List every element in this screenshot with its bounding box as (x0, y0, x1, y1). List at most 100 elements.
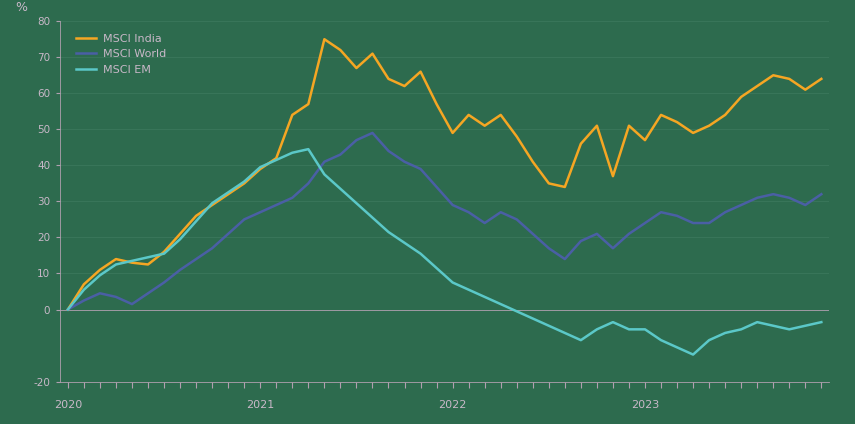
MSCI World (447, 203, 457, 208)
MSCI EM (496, 301, 506, 307)
MSCI World (608, 246, 618, 251)
Text: 2023: 2023 (631, 399, 659, 410)
MSCI India (720, 112, 730, 117)
MSCI World (111, 294, 121, 299)
MSCI EM (175, 237, 186, 242)
MSCI World (752, 195, 763, 201)
MSCI EM (672, 345, 682, 350)
MSCI India (624, 123, 634, 128)
MSCI World (575, 238, 586, 243)
MSCI India (511, 134, 522, 139)
MSCI World (304, 181, 314, 186)
Text: 2022: 2022 (439, 399, 467, 410)
MSCI EM (560, 330, 570, 335)
MSCI EM (239, 179, 250, 184)
MSCI India (95, 268, 105, 273)
MSCI India (560, 184, 570, 190)
MSCI EM (255, 165, 265, 170)
MSCI India (463, 112, 474, 117)
MSCI EM (127, 258, 137, 263)
MSCI World (368, 131, 378, 136)
MSCI EM (335, 186, 345, 191)
MSCI World (800, 203, 811, 208)
MSCI India (672, 120, 682, 125)
MSCI India (383, 76, 393, 81)
MSCI India (656, 112, 666, 117)
MSCI EM (817, 320, 827, 325)
MSCI World (544, 246, 554, 251)
MSCI EM (608, 320, 618, 325)
MSCI World (656, 210, 666, 215)
MSCI India (704, 123, 714, 128)
MSCI EM (191, 219, 201, 224)
MSCI World (383, 148, 393, 153)
MSCI India (752, 84, 763, 89)
MSCI India (335, 47, 345, 53)
MSCI World (416, 167, 426, 172)
MSCI India (111, 257, 121, 262)
MSCI India (528, 159, 538, 165)
MSCI EM (624, 327, 634, 332)
MSCI World (399, 159, 410, 165)
MSCI EM (95, 273, 105, 278)
MSCI World (223, 232, 233, 237)
MSCI EM (736, 327, 746, 332)
MSCI World (351, 138, 362, 143)
MSCI World (480, 220, 490, 226)
MSCI EM (544, 323, 554, 328)
MSCI India (207, 203, 217, 208)
MSCI India (640, 138, 650, 143)
MSCI India (480, 123, 490, 128)
MSCI India (447, 131, 457, 136)
MSCI World (496, 210, 506, 215)
MSCI EM (447, 280, 457, 285)
MSCI India (496, 112, 506, 117)
MSCI India (800, 87, 811, 92)
MSCI EM (207, 201, 217, 206)
MSCI EM (159, 251, 169, 256)
MSCI World (287, 195, 298, 201)
MSCI EM (271, 157, 281, 162)
MSCI World (127, 301, 137, 307)
MSCI EM (143, 255, 153, 260)
MSCI EM (528, 316, 538, 321)
MSCI EM (511, 309, 522, 314)
Y-axis label: %: % (15, 1, 27, 14)
MSCI EM (768, 323, 778, 328)
MSCI World (624, 232, 634, 237)
MSCI India (159, 249, 169, 254)
MSCI World (335, 152, 345, 157)
MSCI World (159, 280, 169, 285)
MSCI EM (704, 338, 714, 343)
MSCI World (817, 192, 827, 197)
MSCI World (79, 298, 89, 303)
MSCI World (528, 232, 538, 237)
MSCI India (784, 76, 794, 81)
MSCI India (79, 282, 89, 287)
Line: MSCI EM: MSCI EM (68, 149, 822, 354)
MSCI India (175, 232, 186, 237)
MSCI India (592, 123, 602, 128)
MSCI EM (399, 240, 410, 245)
MSCI World (255, 210, 265, 215)
MSCI EM (62, 307, 73, 312)
MSCI EM (800, 323, 811, 328)
MSCI India (736, 95, 746, 100)
MSCI EM (432, 265, 442, 271)
MSCI India (416, 69, 426, 74)
MSCI World (736, 203, 746, 208)
MSCI India (62, 307, 73, 312)
MSCI EM (784, 327, 794, 332)
MSCI World (672, 213, 682, 218)
MSCI EM (752, 320, 763, 325)
MSCI EM (480, 294, 490, 299)
MSCI India (304, 102, 314, 107)
MSCI EM (319, 172, 329, 177)
MSCI World (704, 220, 714, 226)
MSCI World (640, 220, 650, 226)
MSCI EM (351, 201, 362, 206)
MSCI World (95, 291, 105, 296)
MSCI India (319, 37, 329, 42)
MSCI World (463, 210, 474, 215)
MSCI EM (416, 251, 426, 256)
